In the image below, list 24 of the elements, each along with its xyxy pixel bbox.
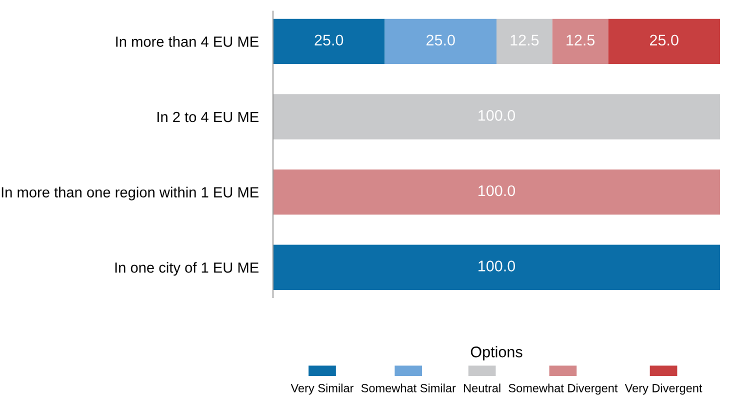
bar <box>273 169 720 215</box>
y-tick-label: In one city of 1 EU ME <box>115 262 258 276</box>
legend-title: Options <box>470 346 522 360</box>
bar <box>273 18 385 64</box>
data-label: 25.0 <box>314 34 344 46</box>
legend-label: Neutral <box>464 384 500 392</box>
bar <box>496 18 552 64</box>
bar <box>273 94 720 140</box>
legend-label: Somewhat Divergent <box>508 384 618 395</box>
legend-label: Somewhat Similar <box>361 384 456 392</box>
data-label: 25.0 <box>650 34 678 46</box>
y-tick-label: In 2 to 4 EU ME <box>158 112 258 122</box>
bar <box>552 18 608 64</box>
legend-label: Very Divergent <box>624 384 702 395</box>
data-label: 12.5 <box>566 34 595 46</box>
y-tick-label: In more than one region within 1 EU ME <box>2 186 258 200</box>
bar <box>608 18 720 64</box>
bar <box>273 244 720 290</box>
legend-label: Very Similar <box>290 384 354 395</box>
y-tick-label: In more than 4 EU ME <box>116 36 258 47</box>
data-label: 25.0 <box>426 34 455 46</box>
data-label: 100.0 <box>478 260 516 272</box>
bar <box>384 18 496 64</box>
data-label: 100.0 <box>478 185 516 196</box>
